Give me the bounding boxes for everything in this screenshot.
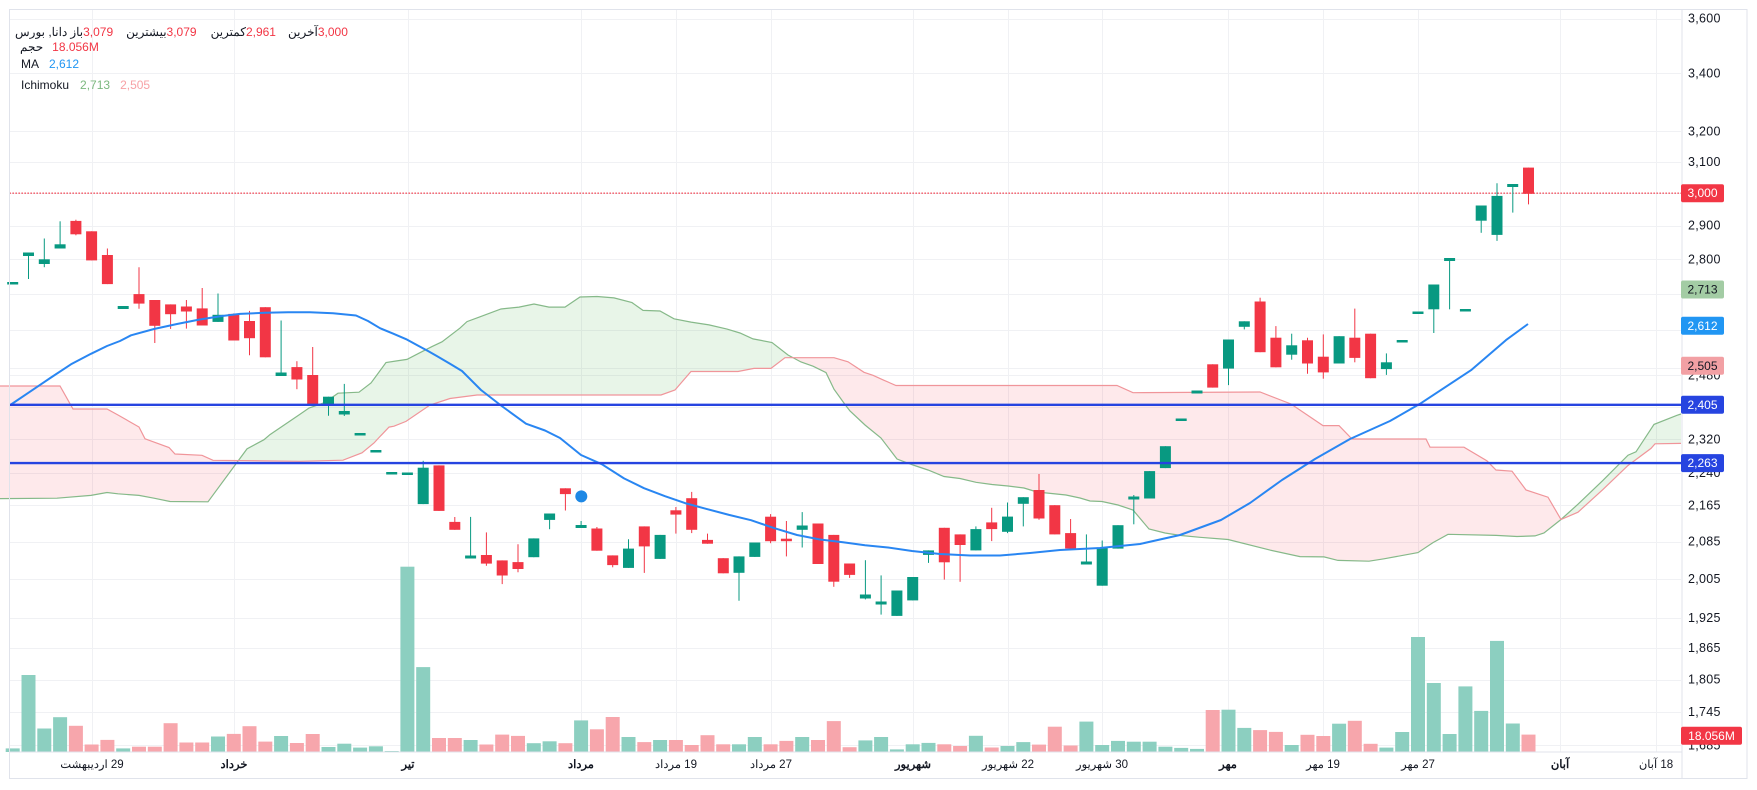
svg-text:2,320: 2,320 <box>1688 432 1721 446</box>
svg-text:2,800: 2,800 <box>1688 252 1721 266</box>
svg-text:2,165: 2,165 <box>1688 499 1721 513</box>
svg-text:1,925: 1,925 <box>1688 611 1721 625</box>
svg-text:2,713: 2,713 <box>1687 283 1717 297</box>
svg-text:3,000: 3,000 <box>1687 186 1717 200</box>
svg-text:2,405: 2,405 <box>1687 398 1717 412</box>
svg-text:1,745: 1,745 <box>1688 705 1721 719</box>
svg-text:2,505: 2,505 <box>1687 359 1717 373</box>
svg-text:1,865: 1,865 <box>1688 641 1721 655</box>
svg-text:18.056M: 18.056M <box>1688 729 1735 743</box>
svg-text:3,600: 3,600 <box>1688 12 1721 26</box>
svg-text:2,005: 2,005 <box>1688 572 1721 586</box>
svg-text:2,900: 2,900 <box>1688 219 1721 233</box>
svg-text:3,100: 3,100 <box>1688 155 1721 169</box>
svg-text:2,263: 2,263 <box>1687 456 1717 470</box>
svg-text:2,612: 2,612 <box>1687 319 1717 333</box>
svg-text:2,085: 2,085 <box>1688 535 1721 549</box>
svg-text:3,200: 3,200 <box>1688 125 1721 139</box>
svg-text:3,400: 3,400 <box>1688 66 1721 80</box>
svg-text:1,805: 1,805 <box>1688 673 1721 687</box>
